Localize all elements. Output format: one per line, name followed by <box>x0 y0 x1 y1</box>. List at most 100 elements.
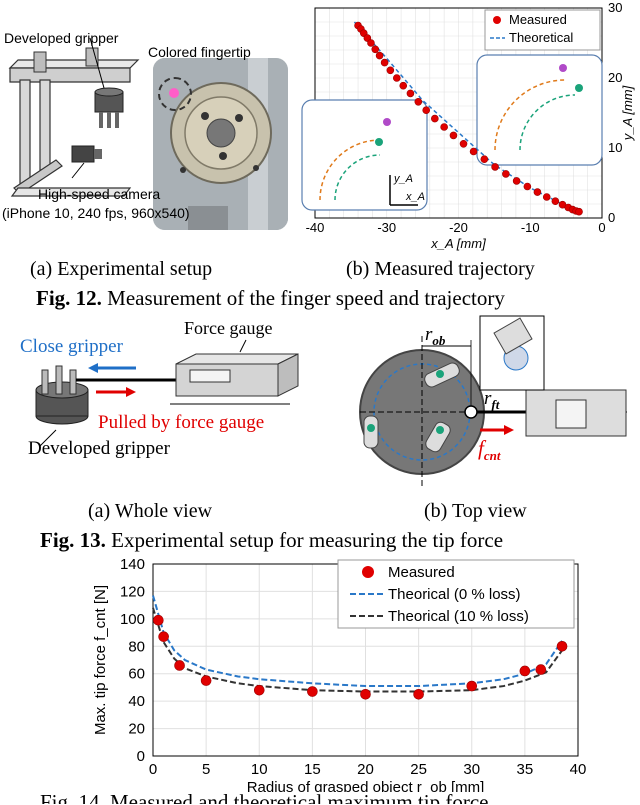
green-arc-right <box>519 94 576 151</box>
measured-point <box>200 675 212 686</box>
f-cnt-symbol: f <box>478 436 484 460</box>
series-theory-0-loss <box>152 595 563 688</box>
x-tick-label: 35 <box>517 761 534 778</box>
fig13-sub-a: (a) Whole view <box>88 500 213 522</box>
fingertip-marker <box>158 77 192 111</box>
measured-point <box>556 640 568 652</box>
x-tick-label: 20 <box>357 761 374 778</box>
measured-point <box>153 614 164 626</box>
measured-point <box>575 207 583 216</box>
fig13-caption-number: Fig. 13. <box>40 528 106 552</box>
measured-point <box>459 140 468 148</box>
legend-box <box>484 9 601 51</box>
measured-point <box>360 688 371 700</box>
y-tick-label: 10 <box>608 140 622 155</box>
measured-point <box>399 81 408 90</box>
legend-label-measured: Measured <box>509 12 567 27</box>
measured-point <box>533 188 542 196</box>
whole-view-illustration <box>35 339 299 447</box>
measured-point <box>413 688 424 700</box>
fig12-caption: Fig. 12. Measurement of the finger speed… <box>36 286 505 311</box>
x-tick-label: -40 <box>306 220 325 235</box>
measured-point <box>519 665 531 677</box>
fig12-caption-text: Measurement of the finger speed and traj… <box>101 286 505 310</box>
fig14-caption-partial: Fig. 14. Measured and theoretical maximu… <box>40 790 489 804</box>
y-tick-label: 30 <box>608 0 622 15</box>
measured-point <box>440 123 448 131</box>
measured-point <box>551 197 560 205</box>
inset-y-label: y_A <box>393 173 413 185</box>
measured-point <box>174 660 185 671</box>
measured-point <box>422 106 431 114</box>
fig12-caption-number: Fig. 12. <box>36 286 102 310</box>
y-axis-label: y_A [mm] <box>620 85 635 141</box>
top-view-illustration <box>359 315 630 488</box>
measured-point <box>431 114 439 123</box>
inset-left <box>301 99 428 211</box>
label-r-ob: rob <box>425 324 445 349</box>
y-axis-label: Max. tip force f_cnt [N] <box>92 585 109 735</box>
x-tick-label: 40 <box>570 761 587 778</box>
label-f-cnt: fcnt <box>478 436 500 464</box>
y-tick-label: 120 <box>120 583 145 600</box>
fingertip-dot <box>169 88 179 98</box>
measured-point <box>512 177 521 185</box>
inset-x-label: x_A <box>405 191 425 203</box>
y-tick-label: 20 <box>608 70 622 85</box>
label-pulled-by-force-gauge: Pulled by force gauge <box>98 412 265 433</box>
x-axis-label: x_A [mm] <box>430 236 486 251</box>
f-cnt-subscript: cnt <box>483 448 501 464</box>
inset-right <box>476 54 603 166</box>
measured-point <box>392 74 401 82</box>
label-force-gauge: Force gauge <box>184 318 273 338</box>
measured-point <box>542 193 551 201</box>
r-ob-subscript: ob <box>432 332 446 348</box>
legend-label-measured: Measured <box>388 564 455 581</box>
measured-point <box>375 51 384 60</box>
fig12-sub-b: (b) Measured trajectory <box>346 258 535 280</box>
joint-point <box>375 138 383 146</box>
trajectory-chart: -40 -30 -20 -10 00 10 20 30 x_A [mm] y_A [mm] y_Ax… <box>301 0 635 251</box>
x-axis-label: Radius of grasped object r_ob [mm] <box>247 779 485 792</box>
measured-point <box>414 98 423 106</box>
x-tick-label: -20 <box>449 220 468 235</box>
measured-point <box>449 131 458 140</box>
measured-point <box>491 163 499 171</box>
label-camera-spec: (iPhone 10, 240 fps, 960x540) <box>2 205 190 221</box>
fig12-sub-a: (a) Experimental setup <box>30 258 213 280</box>
measured-point <box>386 66 395 75</box>
measured-point <box>307 686 318 697</box>
label-r-ft: rft <box>484 388 499 413</box>
y-tick-label: 140 <box>120 556 145 573</box>
x-tick-label: 30 <box>463 761 480 778</box>
y-tick-label: 40 <box>128 693 145 710</box>
green-arc-left <box>334 154 381 201</box>
x-tick-label: 0 <box>598 220 605 235</box>
fig13-caption: Fig. 13. Experimental setup for measurin… <box>40 528 503 553</box>
label-high-speed-camera: High-speed camera <box>38 186 161 202</box>
tip-force-chart: 0 5 10 15 20 25 30 35 40 0 20 40 60 80 100 120 140 Radius… <box>92 556 587 792</box>
r-ft-subscript: ft <box>491 396 500 412</box>
measured-point <box>502 170 510 178</box>
y-tick-label: 20 <box>128 721 145 738</box>
measured-point <box>466 680 478 692</box>
measured-point <box>158 631 169 642</box>
x-tick-label: -10 <box>521 220 540 235</box>
legend-label-theory10: Theorical (10 % loss) <box>388 608 529 625</box>
measured-point <box>380 58 389 67</box>
y-tick-label: 0 <box>608 210 615 225</box>
fingertip-point <box>559 64 567 72</box>
measured-point <box>480 155 489 163</box>
measured-point <box>523 182 532 191</box>
y-tick-label: 80 <box>128 638 145 655</box>
measured-point <box>535 664 547 675</box>
y-tick-label: 60 <box>128 666 145 683</box>
measured-point <box>367 39 375 47</box>
x-tick-label: 10 <box>251 761 268 778</box>
r-ft-symbol: r <box>484 388 492 409</box>
measured-point <box>371 45 380 54</box>
y-tick-label: 0 <box>137 748 145 765</box>
label-close-gripper: Close gripper <box>20 336 123 357</box>
legend-label-theoretical: Theoretical <box>509 30 573 45</box>
fig13-sub-b: (b) Top view <box>424 500 527 522</box>
